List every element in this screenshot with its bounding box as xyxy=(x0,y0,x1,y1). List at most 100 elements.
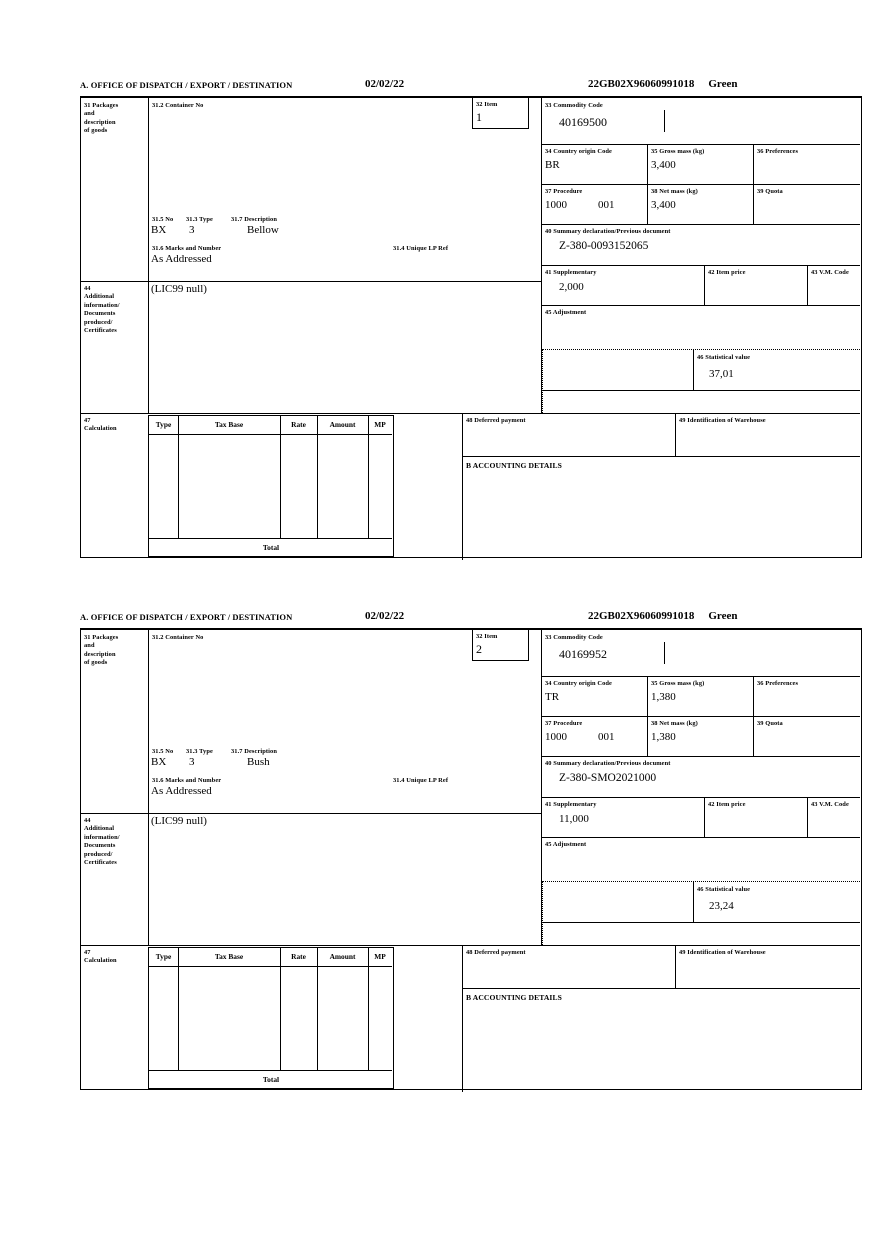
box-41-supplementary-value: 11,000 xyxy=(559,813,589,825)
dotted-divider-45 xyxy=(542,881,860,882)
box-32-item-label: 32 Item xyxy=(476,101,498,108)
box-31-2-container-no-label: 31.2 Container No xyxy=(152,634,204,641)
divider-31-44 xyxy=(81,813,541,815)
form-grid: 31 Packages and description of goods 31.… xyxy=(80,628,862,1092)
box-49-warehouse-label: 49 Identification of Warehouse xyxy=(679,949,766,956)
box-31-6-marks-value: As Addressed xyxy=(151,253,212,265)
box-40-summary-declaration-value: Z-380-SMO2021000 xyxy=(559,772,657,784)
calc-header-rule xyxy=(149,966,392,968)
calc-total-rule xyxy=(149,538,392,540)
divider-body-right-col xyxy=(541,98,543,413)
box-43-vm-code-label: 43 V.M. Code xyxy=(811,269,849,276)
box-32-item-value: 1 xyxy=(476,110,482,124)
declaration-date: 02/02/22 xyxy=(365,610,405,622)
box-31-6-marks-value: As Addressed xyxy=(151,785,212,797)
calc-col-tax-base: Tax Base xyxy=(214,420,244,429)
box-41-supplementary-label: 41 Supplementary xyxy=(545,269,597,276)
box-37-procedure-label: 37 Procedure xyxy=(545,188,583,195)
box-40-summary-declaration-label: 40 Summary declaration/Previous document xyxy=(545,228,671,235)
divider-41-45 xyxy=(541,305,860,307)
divider-above-47 xyxy=(81,413,860,415)
box-35-gross-mass-value: 3,400 xyxy=(651,159,676,171)
calc-col-amount: Amount xyxy=(329,952,356,961)
divider-46-bottom xyxy=(541,390,860,392)
box-33-field-tick xyxy=(664,642,666,664)
box-39-quota-label: 39 Quota xyxy=(757,188,783,195)
box-35-gross-mass-value: 1,380 xyxy=(651,691,676,703)
box-31-3-type-value: 3 xyxy=(189,224,195,236)
box-48-deferred-payment-label: 48 Deferred payment xyxy=(466,949,526,956)
calc-col-type: Type xyxy=(155,952,172,961)
box-37-procedure-primary-value: 1000 xyxy=(545,199,567,211)
divider-above-47 xyxy=(81,945,860,947)
divider-33-34 xyxy=(541,144,860,146)
box-36-preferences-label: 36 Preferences xyxy=(757,148,799,155)
declaration-sheet-2: A. OFFICE OF DISPATCH / EXPORT / DESTINA… xyxy=(80,610,862,1092)
box-31-3-type-label: 31.3 Type xyxy=(186,216,213,223)
box-42-item-price-label: 42 Item price xyxy=(708,269,746,276)
box-46-statistical-value-value: 37,01 xyxy=(709,368,734,380)
declaration-date: 02/02/22 xyxy=(365,78,405,90)
box-48-deferred-payment-label: 48 Deferred payment xyxy=(466,417,526,424)
box-31-4-unique-lp-ref-label: 31.4 Unique LP Ref xyxy=(393,245,449,252)
box-47-label: 47 Calculation xyxy=(84,417,117,433)
box-45-adjustment-label: 45 Adjustment xyxy=(545,841,587,848)
box-37-procedure-label: 37 Procedure xyxy=(545,720,583,727)
divider-34-37 xyxy=(541,184,860,186)
divider-41-42 xyxy=(704,265,706,305)
divider-40-41 xyxy=(541,265,860,267)
calc-total-rule xyxy=(149,1070,392,1072)
calc-col-mp: MP xyxy=(374,952,386,961)
box-44-label: 44 Additional information/ Documents pro… xyxy=(84,285,120,335)
box-43-vm-code-label: 43 V.M. Code xyxy=(811,801,849,808)
calc-total-label: Total xyxy=(262,1075,280,1084)
box-B-accounting-details-label: B ACCOUNTING DETAILS xyxy=(466,461,562,470)
box-35-gross-mass-label: 35 Gross mass (kg) xyxy=(651,148,705,155)
box-38-net-mass-label: 38 Net mass (kg) xyxy=(651,720,698,727)
divider-35-36 xyxy=(753,144,755,224)
calc-col-type: Type xyxy=(155,420,172,429)
divider-37-40 xyxy=(541,756,860,758)
box-41-supplementary-value: 2,000 xyxy=(559,281,584,293)
calc-col-rate: Rate xyxy=(291,420,306,429)
box-31-2-container-no-label: 31.2 Container No xyxy=(152,102,204,109)
box-33-commodity-code-value: 40169952 xyxy=(559,647,607,661)
box-40-summary-declaration-label: 40 Summary declaration/Previous document xyxy=(545,760,671,767)
box-46-statistical-value-label: 46 Statistical value xyxy=(697,886,751,893)
divider-40-41 xyxy=(541,797,860,799)
calc-divider-taxbase-rate xyxy=(280,948,282,1070)
mrn-value: 22GB02X96060991018 xyxy=(588,78,695,90)
box-31-7-description-label: 31.7 Description xyxy=(231,216,277,223)
box-44-additional-information-value: (LIC99 null) xyxy=(151,283,207,295)
box-44-additional-information-value: (LIC99 null) xyxy=(151,815,207,827)
box-39-quota-label: 39 Quota xyxy=(757,720,783,727)
divider-41-42 xyxy=(704,797,706,837)
box-41-supplementary-label: 41 Supplementary xyxy=(545,801,597,808)
box-44-label: 44 Additional information/ Documents pro… xyxy=(84,817,120,867)
divider-left-label-col xyxy=(148,630,150,945)
box-32-item-value: 2 xyxy=(476,642,482,656)
divider-37-40 xyxy=(541,224,860,226)
dotted-divider-45 xyxy=(542,349,860,350)
calc-col-amount: Amount xyxy=(329,420,356,429)
box-45-adjustment-label: 45 Adjustment xyxy=(545,309,587,316)
declaration-sheet-1: A. OFFICE OF DISPATCH / EXPORT / DESTINA… xyxy=(80,78,862,560)
box-33-commodity-code-label: 33 Commodity Code xyxy=(545,102,603,109)
box-32-item: 32 Item 2 xyxy=(472,630,529,661)
box-31-3-type-value: 3 xyxy=(189,756,195,768)
box-31-5-no-label: 31.5 No xyxy=(152,216,174,223)
box-47-label: 47 Calculation xyxy=(84,949,117,965)
dotted-vertical-45 xyxy=(542,881,543,945)
box-B-accounting-details-label: B ACCOUNTING DETAILS xyxy=(466,993,562,1002)
box-32-item: 32 Item 1 xyxy=(472,98,529,129)
box-46-statistical-value-value: 23,24 xyxy=(709,900,734,912)
divider-42-43 xyxy=(807,265,809,305)
divider-33-34 xyxy=(541,676,860,678)
mrn-value: 22GB02X96060991018 xyxy=(588,610,695,622)
box-31-6-marks-label: 31.6 Marks and Number xyxy=(152,245,222,252)
divider-body-right-col xyxy=(541,630,543,945)
calc-divider-amount-mp xyxy=(368,948,370,1070)
route-tag: Green xyxy=(708,610,738,622)
box-31-7-description-value: Bush xyxy=(247,756,270,768)
box-31-label: 31 Packages and description of goods xyxy=(84,634,119,667)
